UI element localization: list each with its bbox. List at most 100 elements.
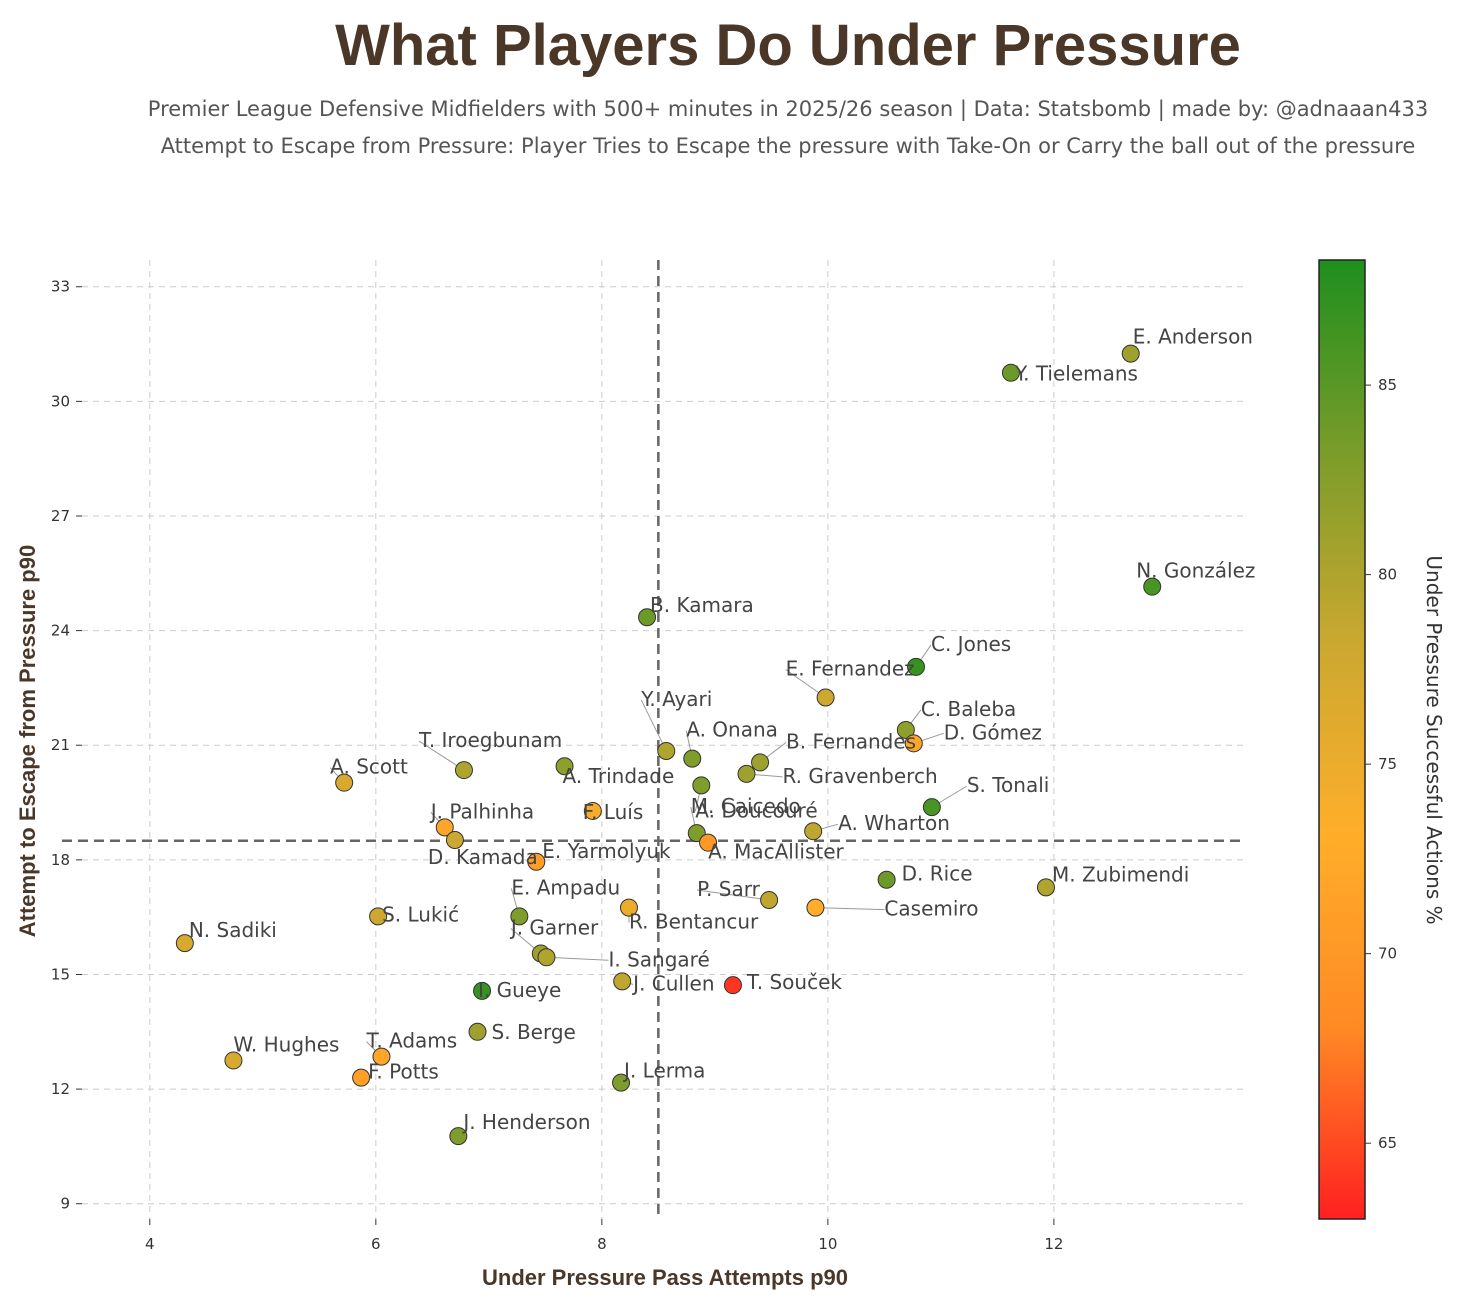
point-label: J. Lerma: [622, 1059, 705, 1083]
point-label: S. Tonali: [967, 773, 1050, 797]
point-label: E. Fernandez: [786, 656, 915, 680]
scatter-point: [435, 818, 454, 837]
scatter-point: [1143, 577, 1162, 596]
scatter-point: [804, 822, 823, 841]
scatter-point: [896, 720, 915, 739]
colorbar-tick-label: 80: [1378, 566, 1397, 584]
colorbar-tick-label: 85: [1378, 376, 1397, 394]
point-label: W. Hughes: [233, 1032, 339, 1056]
colorbar-gradient: [1318, 259, 1366, 1220]
point-label: E. Ampadu: [511, 875, 620, 899]
point-label: F. Potts: [368, 1060, 439, 1084]
point-label: I. Gueye: [478, 978, 561, 1002]
scatter-point: [445, 830, 464, 849]
x-tick-label: 6: [371, 1235, 381, 1253]
point-label: T. Souček: [746, 970, 842, 994]
point-label: T. Adams: [365, 1029, 457, 1053]
grid: [82, 260, 1246, 1219]
colorbar: 65 70 75 80 85: [1318, 259, 1397, 1220]
scatter-point: [537, 948, 556, 967]
colorbar-tick-label: 65: [1378, 1134, 1397, 1152]
point-label: B. Kamara: [650, 593, 754, 617]
point-label: Y. Ayari: [640, 687, 712, 711]
scatter-point: [760, 890, 779, 909]
point-label: S. Lukić: [382, 902, 459, 926]
scatter-point: [449, 1127, 468, 1146]
scatter-point: [619, 898, 638, 917]
scatter-point: [638, 608, 657, 627]
scatter-point: [806, 898, 825, 917]
y-tick-label: 9: [60, 1195, 70, 1213]
point-labels: E. Anderson Y. Tielemans N. González B. Kam…: [189, 325, 1256, 1134]
scatter-point: [1001, 363, 1020, 382]
x-tick-label: 4: [145, 1235, 155, 1253]
y-tick-label: 24: [51, 622, 70, 640]
point-label: J. Garner: [509, 915, 599, 939]
x-tick-label: 8: [597, 1235, 607, 1253]
scatter-point: [737, 764, 756, 783]
x-axis-label: Under Pressure Pass Attempts p90: [482, 1265, 848, 1290]
chart-title: What Players Do Under Pressure: [335, 13, 1241, 78]
scatter-point: [877, 870, 896, 889]
point-label: D. Kamada: [428, 845, 538, 869]
y-tick-label: 33: [51, 278, 70, 296]
point-label: E. Yarmolyuk: [542, 839, 671, 863]
scatter-point: [692, 776, 711, 795]
scatter-point: [1036, 878, 1055, 897]
point-label: A. MacAllister: [708, 840, 844, 864]
point-label: T. Iroegbunam: [418, 728, 562, 752]
y-tick-label: 30: [51, 392, 70, 410]
y-tick-label: 18: [51, 851, 70, 869]
scatter-point: [454, 761, 473, 780]
point-label: F. Luís: [583, 800, 643, 824]
scatter-point: [555, 757, 574, 776]
point-label: A. Scott: [330, 755, 408, 779]
y-tick-label: 21: [51, 736, 70, 754]
scatter-point: [510, 907, 529, 926]
scatter-point: [907, 657, 926, 676]
point-label: M. Zubimendi: [1052, 862, 1189, 886]
point-label: E. Anderson: [1133, 325, 1253, 349]
y-tick-label: 12: [51, 1080, 70, 1098]
scatter-point: [372, 1047, 391, 1066]
label-leader: [546, 956, 609, 961]
scatter-point: [473, 981, 492, 1000]
colorbar-label: Under Pressure Successful Actions %: [1422, 555, 1446, 924]
scatter-point: [175, 934, 194, 953]
point-label: P. Sarr: [697, 877, 760, 901]
scatter-point: [1121, 344, 1140, 363]
y-tick-label: 27: [51, 507, 70, 525]
scatter-point: [468, 1022, 487, 1041]
point-label: J. Palhinha: [429, 799, 534, 823]
point-label: N. González: [1136, 559, 1255, 583]
point-label: S. Berge: [492, 1020, 576, 1044]
point-label: J. Henderson: [461, 1110, 590, 1134]
point-label: J. Cullen: [631, 971, 714, 995]
label-leader: [815, 907, 885, 911]
scatter-point: [583, 801, 602, 820]
scatter-point: [612, 1073, 631, 1092]
point-label: C. Baleba: [921, 697, 1016, 721]
mean-lines: [62, 260, 1246, 1219]
scatter-point: [723, 976, 742, 995]
point-label: C. Jones: [931, 632, 1011, 656]
scatter-point: [751, 753, 770, 772]
subtitle-line-1: Premier League Defensive Midfielders wit…: [148, 97, 1428, 122]
point-label: Y. Tielemans: [1014, 362, 1138, 386]
y-axis-label: Attempt to Escape from Pressure p90: [15, 545, 40, 937]
scatter-point: [352, 1068, 371, 1087]
scatter-point: [904, 734, 923, 753]
label-leader: [640, 699, 667, 752]
scatter-point: [369, 907, 388, 926]
point-label: R. Gravenberch: [782, 764, 937, 788]
scatter-points: [175, 344, 1162, 1146]
point-label: I. Sangaré: [608, 947, 709, 971]
point-label: A. Doucouré: [695, 798, 817, 822]
subtitle-line-2: Attempt to Escape from Pressure: Player …: [161, 134, 1416, 158]
scatter-point: [816, 688, 835, 707]
point-label: R. Bentancur: [629, 910, 759, 934]
y-tick-label: 15: [51, 965, 70, 983]
colorbar-tick-label: 75: [1378, 755, 1397, 773]
point-label: N. Sadiki: [189, 918, 277, 942]
x-tick-label: 12: [1044, 1235, 1063, 1253]
